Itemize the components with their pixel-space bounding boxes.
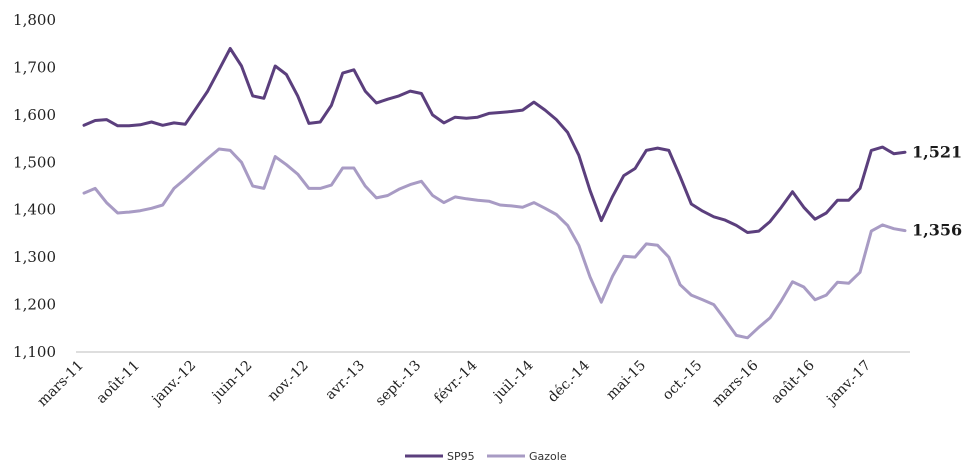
y-tick-label: 1,400 [13,201,56,219]
y-tick-label: 1,500 [13,153,56,171]
x-tick-label: août-16 [768,357,818,407]
series-line-sp95 [82,47,907,234]
x-tick-label: mars-16 [709,357,761,409]
y-tick-label: 1,200 [13,296,56,314]
x-tick-label: janv.-17 [823,358,875,410]
x-tick-label: oct.-15 [660,358,706,404]
x-tick-label: nov.-12 [265,358,312,405]
end-labels: 1,521 1,356 [912,142,962,239]
x-tick-label: mars-11 [34,358,86,410]
x-tick-label: janv.-12 [148,358,200,410]
x-tick-label: févr.-14 [431,357,480,406]
x-axis: mars-11 août-11 janv.-12 juin-12 nov.-12 avr.… [34,351,910,410]
series-line-gazole [82,147,907,340]
y-axis: 1,100 1,200 1,300 1,400 1,500 1,600 1,700 1,800 [13,11,56,361]
x-tick-label: sept.-13 [373,358,425,410]
legend-label-sp95: SP95 [447,450,475,463]
x-tick-label: juil.-14 [489,357,537,405]
x-tick-label: déc.-14 [545,357,593,405]
legend: SP95 Gazole [405,450,567,463]
x-tick-label: avr.-13 [322,358,368,404]
x-tick-label: août-11 [94,358,143,407]
x-tick-label: juin-12 [208,358,256,406]
y-tick-label: 1,100 [13,343,56,361]
x-tick-label: mai-15 [603,358,649,404]
y-tick-label: 1,600 [13,106,56,124]
y-tick-label: 1,700 [13,58,56,76]
end-label-gazole: 1,356 [912,221,962,240]
y-tick-label: 1,300 [13,248,56,266]
legend-label-gazole: Gazole [529,450,567,463]
end-label-sp95: 1,521 [912,142,962,161]
y-tick-label: 1,800 [13,11,56,29]
series-layer [82,47,907,340]
